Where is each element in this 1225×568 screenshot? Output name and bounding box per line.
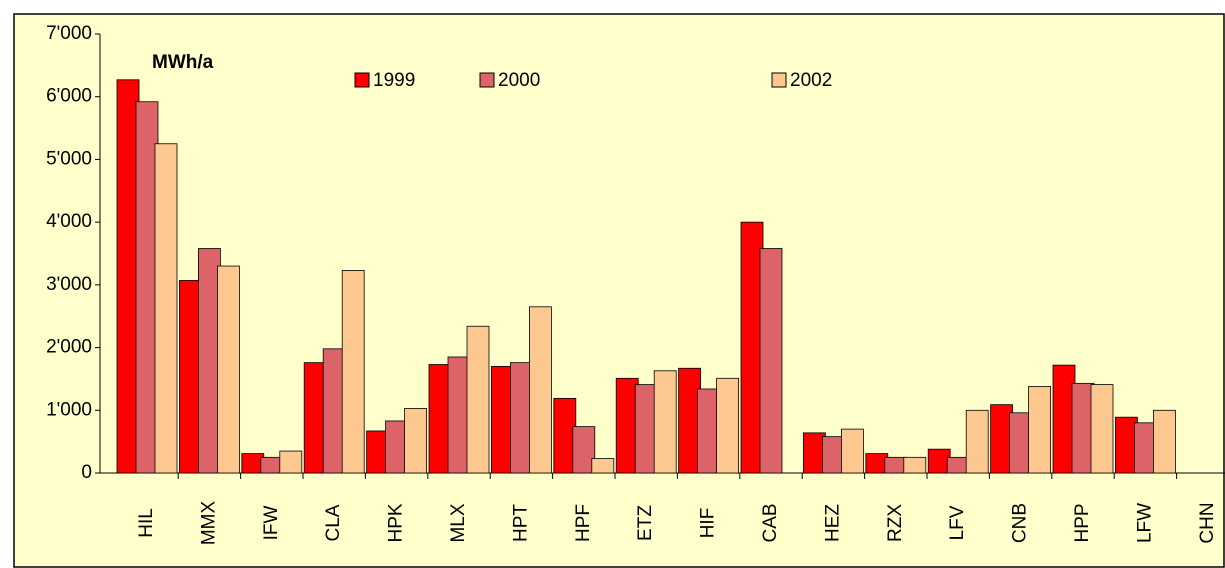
bar [279,450,303,474]
bar [341,270,365,474]
bar [154,143,178,474]
y-tick-label: 4'000 [46,211,92,232]
bar [216,265,240,474]
x-tick-label: RZX [885,504,906,542]
y-tick-label: 6'000 [46,86,92,107]
bar [1153,409,1176,474]
x-tick-label: CAB [760,503,781,542]
bar [716,377,739,474]
y-tick-label: 7'000 [46,23,92,44]
bar [591,458,615,474]
legend-label: 2002 [790,70,832,91]
x-tick-label: LFW [1134,503,1155,543]
x-tick-label: HEZ [822,504,843,542]
legend-label: 1999 [373,70,415,91]
bar [965,409,989,474]
x-tick-label: CHN [1197,502,1218,543]
y-tick-label: 1'000 [46,399,92,420]
bar [1090,384,1114,474]
bar [404,408,428,474]
legend-swatch [479,72,495,88]
x-tick-label: HPK [386,503,407,542]
x-tick-label: CNB [1010,503,1031,543]
bar [653,370,677,474]
x-tick-label: LFV [947,505,968,540]
legend-swatch [354,72,370,88]
bar [841,428,864,474]
y-axis-title: MWh/a [152,52,214,73]
x-tick-label: HPT [510,504,531,542]
legend-swatch [771,72,787,88]
x-tick-label: IFW [261,506,282,541]
bar [903,456,927,474]
x-tick-label: MMX [198,501,219,546]
x-tick-label: HPF [573,504,594,542]
bar [759,248,783,474]
y-tick-label: 0 [81,462,92,483]
bar [466,325,490,474]
legend-label: 2000 [498,70,540,91]
x-tick-label: ETZ [635,505,656,541]
x-tick-label: MLX [448,503,469,542]
x-tick-label: HIF [698,508,719,539]
legend-box [290,50,910,100]
bar [1028,386,1051,474]
bar [572,426,596,474]
y-tick-label: 5'000 [46,148,92,169]
x-tick-label: CLA [323,504,344,541]
x-tick-label: HPP [1072,503,1093,542]
x-tick-label: HIL [136,508,157,538]
bar [529,306,552,474]
y-tick-label: 3'000 [46,274,92,295]
y-tick-label: 2'000 [46,337,92,358]
